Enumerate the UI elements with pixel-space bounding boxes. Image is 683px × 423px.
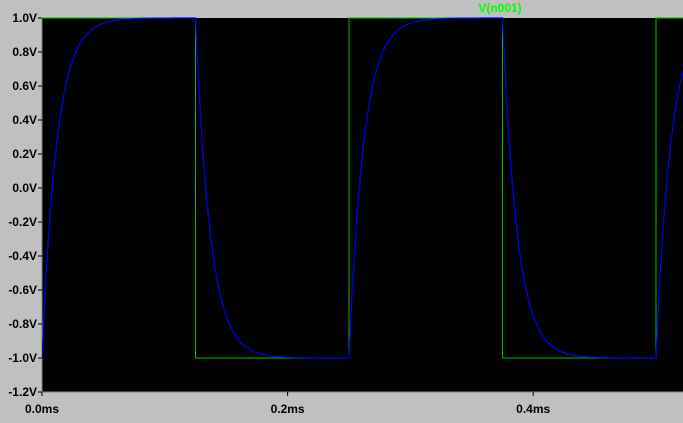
y-tick-label: -1.0V [8, 351, 37, 365]
y-tick-label: 0.4V [12, 113, 37, 127]
x-tick-label: 0.4ms [516, 402, 550, 416]
y-tick-label: -0.2V [8, 215, 37, 229]
y-tick-label: 0.2V [12, 147, 37, 161]
x-tick-label: 0.2ms [271, 402, 305, 416]
legend-v-n001[interactable]: V(n001) [478, 1, 521, 15]
series-input-square-wave [42, 17, 683, 359]
y-tick-label: -1.2V [8, 385, 37, 399]
y-tick-label: 1.0V [12, 11, 37, 25]
x-tick-label: 0.0ms [25, 402, 59, 416]
y-tick-label: -0.8V [8, 317, 37, 331]
plot-area[interactable] [42, 18, 683, 392]
y-tick-label: 0.0V [12, 181, 37, 195]
y-tick-label: -0.4V [8, 249, 37, 263]
series-v-n001 [42, 17, 683, 359]
y-tick-label: 0.8V [12, 45, 37, 59]
y-tick-label: 0.6V [12, 79, 37, 93]
y-tick-label: -0.6V [8, 283, 37, 297]
